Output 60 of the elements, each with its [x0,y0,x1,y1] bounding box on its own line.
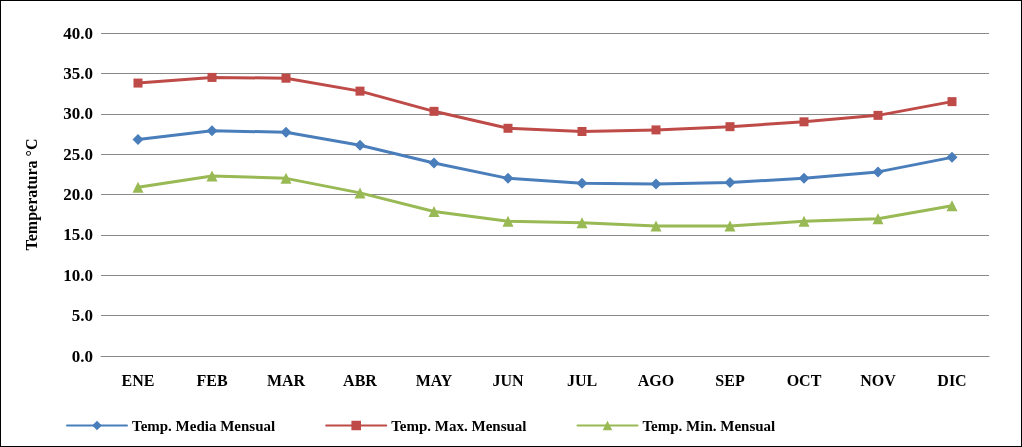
point [206,125,218,137]
point [724,176,736,188]
point [650,220,662,232]
x-tick-label: DIC [937,371,967,389]
point [724,220,736,232]
point [280,126,292,138]
point [872,213,884,225]
point [281,73,291,83]
x-tick-label: NOV [860,371,897,389]
x-tick-label: SEP [715,371,745,389]
y-tick-label: 25.0 [63,144,93,164]
x-tick-label: JUL [566,371,598,389]
y-tick-label: 35.0 [63,63,93,83]
point [428,205,440,217]
x-tick-label: ABR [343,371,378,389]
point [651,125,661,135]
point [798,215,810,227]
point [577,127,587,137]
point [428,157,440,169]
y-tick-label: 20.0 [63,185,93,204]
point [354,139,366,151]
y-axis-title: Temperatura °C [22,138,41,251]
point [429,106,439,116]
x-tick-label: FEB [196,371,228,389]
y-tick-label: 5.0 [71,306,93,326]
y-tick-label: 10.0 [63,265,93,285]
point [946,151,958,163]
y-tick-label: 0.0 [71,346,93,366]
point [576,177,588,189]
point [354,187,366,199]
point [207,72,217,82]
point [502,215,514,227]
point [280,172,292,184]
point [650,178,662,190]
point [576,217,588,229]
x-tick-label: JUN [492,371,524,389]
point [132,134,144,146]
point [725,122,735,132]
legend-label: Temp. Media Mensual [132,417,276,434]
x-tick-label: ENE [121,371,155,389]
point [946,200,958,212]
y-tick-label: 40.0 [63,23,93,43]
point [873,110,883,120]
x-tick-label: AGO [637,371,675,389]
x-tick-label: MAR [266,371,306,389]
point [133,78,143,88]
legend-label: Temp. Min. Mensual [642,417,776,434]
y-tick-label: 15.0 [63,225,93,245]
point [503,123,513,133]
point [502,172,514,184]
x-tick-label: MAY [415,371,453,389]
point [947,97,957,107]
y-tick-label: 30.0 [63,104,93,124]
point [799,117,809,127]
x-tick-label: OCT [786,371,822,389]
point [132,181,144,193]
legend-label: Temp. Max. Mensual [391,417,527,434]
point [872,166,884,178]
point [206,170,218,182]
point [355,86,365,96]
